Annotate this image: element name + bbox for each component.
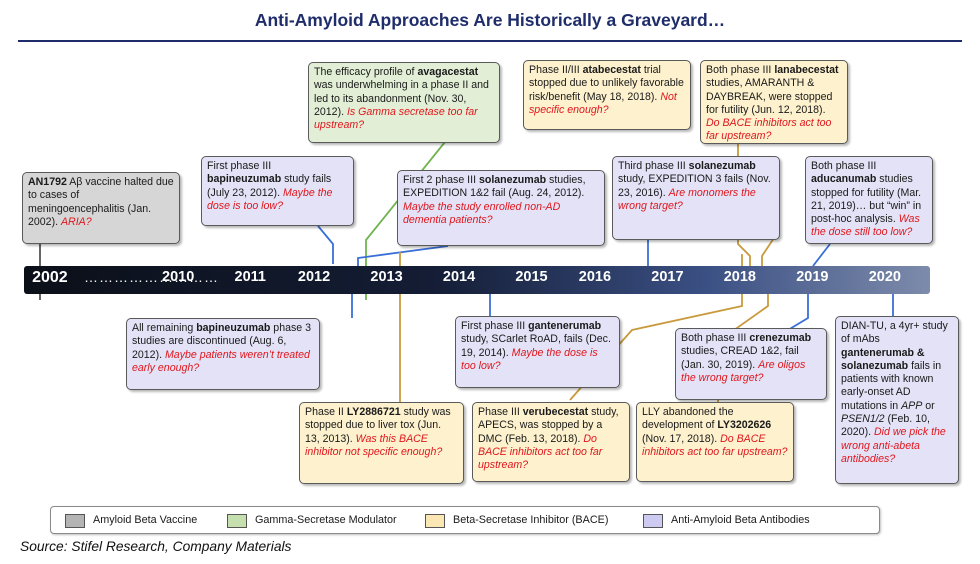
event-an1792: AN1792 Aβ vaccine halted due to cases of… <box>22 172 180 244</box>
year-label-2002: 2002 <box>32 269 68 286</box>
connector-bapi-fail <box>317 225 334 264</box>
year-label-2017: 2017 <box>651 269 684 285</box>
event-dian-tu: DIAN-TU, a 4yr+ study of mAbs gantenerum… <box>835 316 959 484</box>
connector-lanabecestat <box>761 231 779 268</box>
legend-label-gamma: Gamma-Secretase Modulator <box>255 514 397 526</box>
source-note: Source: Stifel Research, Company Materia… <box>20 539 292 554</box>
event-solanezumab-expedition12: First 2 phase III solanezumab studies, E… <box>397 170 605 246</box>
connector-aducanumab <box>812 243 831 267</box>
event-bapineuzumab-discontinued: All remaining bapineuzumab phase 3 studi… <box>126 318 320 390</box>
event-crenezumab: Both phase III crenezumab studies, CREAD… <box>675 328 827 400</box>
year-label-2016: 2016 <box>578 269 612 285</box>
event-verubecestat: Phase III verubecestat study, APECS, was… <box>472 402 630 482</box>
year-label-2013: 2013 <box>370 269 403 285</box>
year-label-2019: 2019 <box>796 269 829 285</box>
event-gantenerumab: First phase III gantenerumab study, SCar… <box>455 316 620 388</box>
legend-swatch-bace <box>425 514 445 528</box>
legend-label-antibodies: Anti-Amyloid Beta Antibodies <box>671 514 810 526</box>
event-avagacestat: The efficacy profile of avagacestat was … <box>308 62 500 143</box>
event-ly2886721: Phase II LY2886721 study was stopped due… <box>299 402 464 484</box>
legend-label-vaccine: Amyloid Beta Vaccine <box>93 514 198 526</box>
legend-swatch-gamma <box>227 514 247 528</box>
event-bapineuzumab-fail: First phase III bapineuzumab study fails… <box>201 156 354 226</box>
year-label-2012: 2012 <box>297 269 331 285</box>
timeline-gap-dots: ……………………… <box>84 269 219 285</box>
event-ly3202626: LLY abandoned the development of LY32026… <box>636 402 794 482</box>
timeline-bar <box>24 266 930 294</box>
event-solanezumab-expedition3: Third phase III solanezumab study, EXPED… <box>612 156 780 240</box>
legend-swatch-vaccine <box>65 514 85 528</box>
connector-sola-first <box>357 245 449 268</box>
event-aducanumab: Both phase III aducanumab studies stoppe… <box>805 156 933 244</box>
year-label-2010: 2010 <box>162 269 195 285</box>
year-label-2018: 2018 <box>723 269 756 285</box>
legend-label-bace: Beta-Secretase Inhibitor (BACE) <box>453 514 609 526</box>
event-atabecestat: Phase II/III atabecestat trial stopped d… <box>523 60 691 130</box>
legend-swatch-antibodies <box>643 514 663 528</box>
year-label-2015: 2015 <box>515 269 548 285</box>
year-label-2011: 2011 <box>234 269 266 285</box>
connector-crenezumab <box>787 294 809 331</box>
event-lanabecestat: Both phase III lanabecestat studies, AMA… <box>700 60 848 144</box>
slide-title: Anti-Amyloid Approaches Are Historically… <box>254 10 726 30</box>
legend: Amyloid Beta Vaccine Gamma-Secretase Mod… <box>50 506 880 534</box>
year-label-2020: 2020 <box>868 269 901 285</box>
year-label-2014: 2014 <box>442 269 476 285</box>
title-rule <box>18 40 962 42</box>
